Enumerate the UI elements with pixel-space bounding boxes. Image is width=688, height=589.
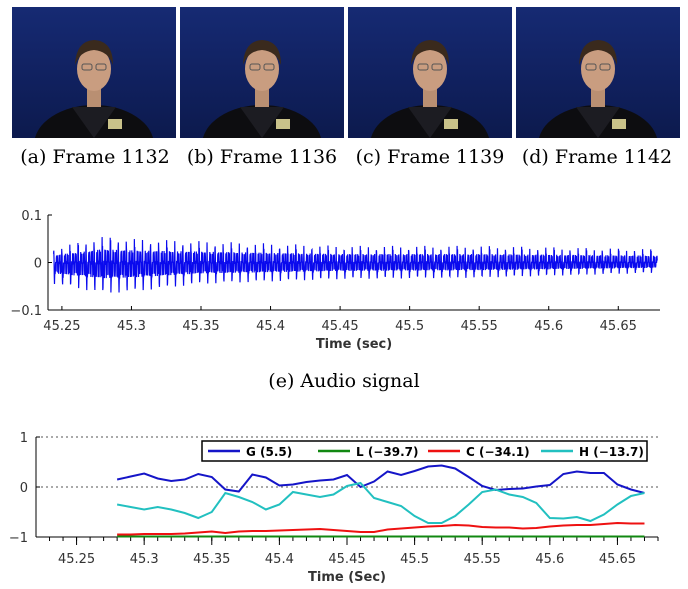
audio-caption: (e) Audio signal — [268, 370, 420, 392]
x-tick-label: 45.65 — [600, 319, 637, 334]
frame-caption-d: (d) Frame 1142 — [521, 146, 673, 168]
x-tick-label: 45.6 — [534, 319, 563, 334]
x-tick-label: 45.35 — [182, 319, 219, 334]
x-tick-label: 45.45 — [328, 552, 365, 567]
y-tick-label: −0.1 — [10, 304, 42, 319]
x-axis-label: Time (sec) — [316, 337, 392, 352]
x-tick-label: 45.35 — [193, 552, 230, 567]
x-tick-label: 45.3 — [130, 552, 159, 567]
x-tick-label: 45.6 — [535, 552, 564, 567]
x-tick-label: 45.5 — [395, 319, 424, 334]
feature-chart: 1 0 −1 45.25 45.3 45.35 45.4 45.45 45.5 45.55 45.6… — [9, 431, 659, 585]
video-frame-1 — [12, 7, 176, 138]
frame-caption-c: (c) Frame 1139 — [355, 146, 505, 168]
x-tick-label: 45.3 — [117, 319, 146, 334]
person-image — [34, 40, 154, 138]
legend-box — [201, 440, 648, 462]
person-image — [202, 40, 322, 138]
y-tick-label: 0.1 — [21, 209, 42, 224]
series-line-C — [117, 521, 645, 536]
y-tick-label: 1 — [20, 431, 28, 446]
person-image — [370, 40, 490, 138]
video-frame-2 — [180, 7, 344, 138]
x-axis-label: Time (Sec) — [308, 570, 386, 585]
x-tick-label: 45.45 — [321, 319, 358, 334]
x-tick-label: 45.25 — [58, 552, 95, 567]
legend: G (5.5) L (−39.7) C (−34.1) H (−13.7) — [201, 440, 648, 462]
x-tick-label: 45.5 — [400, 552, 429, 567]
frame-caption-b: (b) Frame 1136 — [186, 146, 338, 168]
x-tick-label: 45.25 — [43, 319, 80, 334]
audio-waveform — [52, 237, 658, 293]
y-tick-label: 0 — [20, 481, 28, 496]
x-tick-label: 45.4 — [256, 319, 285, 334]
video-frame-4 — [516, 7, 680, 138]
series-line-G — [116, 464, 645, 494]
y-tick-label: 0 — [34, 257, 42, 272]
person-image — [538, 40, 658, 138]
x-tick-label: 45.55 — [464, 552, 501, 567]
x-tick-label: 45.4 — [265, 552, 294, 567]
legend-label: L (−39.7) — [356, 445, 418, 459]
x-tick-label: 45.65 — [599, 552, 636, 567]
legend-label: C (−34.1) — [466, 445, 530, 459]
frame-caption-a: (a) Frame 1132 — [20, 146, 170, 168]
legend-label: G (5.5) — [246, 445, 292, 459]
video-frame-3 — [348, 7, 512, 138]
legend-label: H (−13.7) — [579, 445, 644, 459]
series-line-H — [116, 481, 645, 524]
audio-signal-chart: 0.1 0 −0.145.25 45.3 45.35 45.4 45.45 45.5 45.55… — [10, 209, 660, 352]
y-tick-label: −1 — [9, 531, 28, 546]
x-tick-label: 45.55 — [461, 319, 498, 334]
